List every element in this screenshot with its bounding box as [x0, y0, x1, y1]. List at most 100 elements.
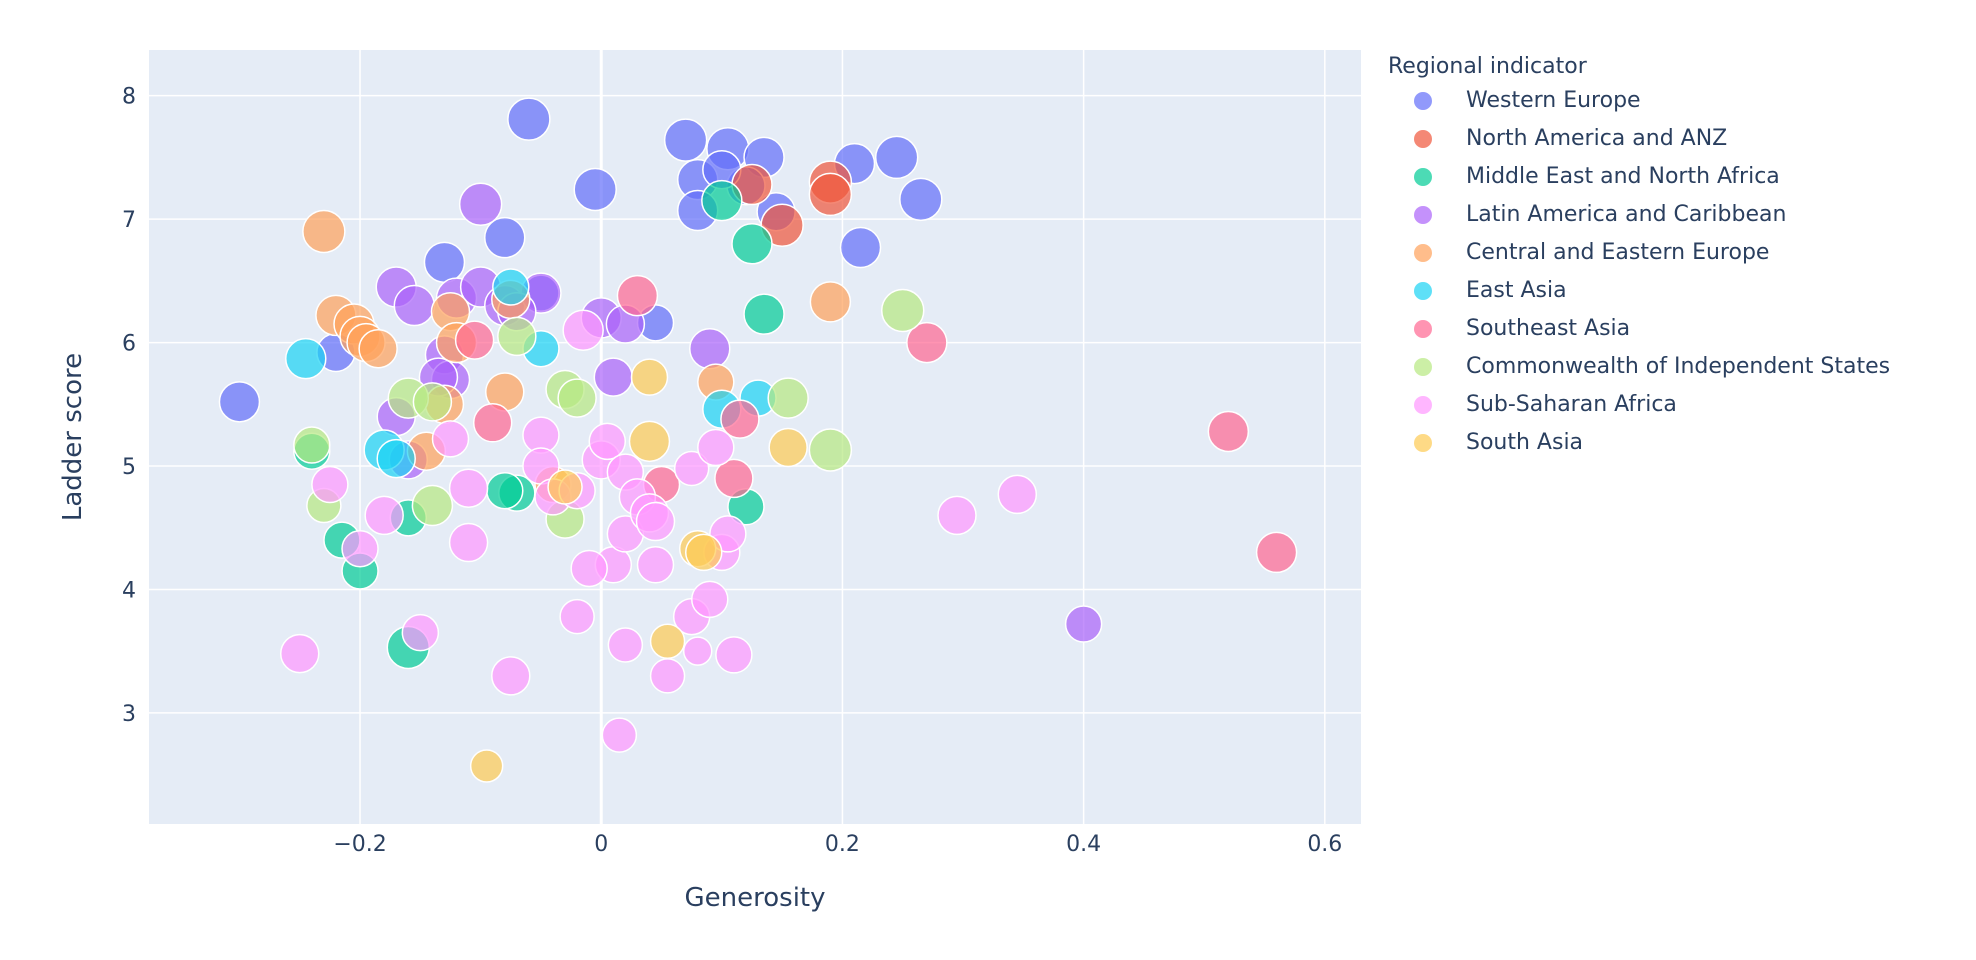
data-point[interactable] [358, 328, 398, 369]
legend-item[interactable]: Commonwealth of Independent States [1388, 348, 1890, 386]
data-point[interactable] [492, 268, 530, 306]
data-point[interactable] [484, 216, 526, 259]
data-point[interactable] [401, 613, 440, 652]
data-point[interactable] [448, 522, 489, 563]
legend-item[interactable]: North America and ANZ [1388, 120, 1890, 158]
data-point[interactable] [486, 471, 524, 510]
legend-item[interactable]: Western Europe [1388, 82, 1890, 120]
data-point[interactable] [697, 428, 735, 467]
legend-label: Western Europe [1466, 88, 1641, 113]
data-point[interactable] [559, 598, 595, 635]
legend-item[interactable]: South Asia [1388, 424, 1890, 462]
data-point[interactable] [393, 284, 436, 327]
data-point[interactable] [649, 658, 686, 694]
x-tick-labels: −0.2 0 0.2 0.4 0.6 [333, 832, 1342, 857]
data-point[interactable] [937, 495, 977, 536]
data-point[interactable] [682, 636, 713, 666]
data-point[interactable] [1207, 410, 1250, 453]
data-point[interactable] [218, 381, 261, 423]
data-point[interactable] [691, 580, 729, 619]
data-point[interactable] [768, 427, 808, 468]
data-point[interactable] [1255, 531, 1298, 574]
data-point[interactable] [279, 633, 320, 674]
legend-label: Commonwealth of Independent States [1466, 354, 1891, 379]
data-point[interactable] [1064, 605, 1103, 643]
data-point[interactable] [458, 182, 503, 227]
legend-label: Southeast Asia [1466, 316, 1631, 341]
data-point[interactable] [906, 321, 948, 364]
data-point[interactable] [684, 533, 723, 572]
data-point[interactable] [649, 623, 686, 660]
data-point[interactable] [588, 422, 627, 461]
legend-label: East Asia [1466, 278, 1567, 303]
data-point[interactable] [899, 177, 943, 222]
y-tick-label: 5 [122, 455, 136, 480]
legend-item[interactable]: Sub-Saharan Africa [1388, 386, 1890, 424]
data-point[interactable] [293, 426, 331, 464]
data-point[interactable] [689, 327, 731, 370]
legend-item[interactable]: Latin America and Caribbean [1388, 196, 1890, 234]
data-point[interactable] [547, 469, 583, 505]
data-point[interactable] [731, 223, 773, 265]
data-point[interactable] [743, 293, 785, 335]
data-point[interactable] [636, 546, 675, 584]
data-point[interactable] [839, 226, 882, 269]
data-point[interactable] [285, 337, 327, 380]
data-point[interactable] [593, 357, 634, 397]
legend-item[interactable]: Middle East and North Africa [1388, 158, 1890, 196]
data-point[interactable] [808, 172, 853, 217]
legend-item[interactable]: East Asia [1388, 272, 1890, 310]
data-point[interactable] [431, 420, 470, 458]
data-point[interactable] [472, 403, 513, 443]
data-point[interactable] [616, 274, 659, 317]
data-point[interactable] [767, 377, 809, 419]
data-point[interactable] [997, 474, 1038, 515]
data-point[interactable] [601, 717, 638, 753]
data-point[interactable] [423, 241, 466, 284]
data-point[interactable] [880, 288, 925, 333]
data-point[interactable] [412, 382, 453, 422]
data-point[interactable] [573, 167, 617, 212]
data-point[interactable] [311, 465, 349, 504]
data-point[interactable] [714, 458, 754, 499]
data-point[interactable] [630, 358, 669, 396]
legend-marker-icon [1414, 168, 1432, 186]
legend-marker-icon [1414, 206, 1432, 224]
data-point[interactable] [448, 468, 489, 508]
data-point[interactable] [701, 179, 743, 222]
series-southeast-asia [454, 274, 1298, 574]
data-point[interactable] [635, 501, 676, 542]
data-point[interactable] [497, 316, 537, 357]
data-point[interactable] [720, 399, 760, 439]
data-points [218, 97, 1298, 783]
data-point[interactable] [628, 420, 671, 463]
data-point[interactable] [557, 378, 597, 418]
data-point[interactable] [411, 484, 454, 527]
data-point[interactable] [507, 97, 551, 141]
data-point[interactable] [607, 627, 644, 663]
data-point[interactable] [302, 209, 346, 254]
data-point[interactable] [454, 320, 495, 360]
data-point[interactable] [364, 495, 404, 536]
legend-items: Western Europe North America and ANZ Middl… [1388, 82, 1890, 462]
legend-item[interactable]: Central and Eastern Europe [1388, 234, 1890, 272]
data-point[interactable] [341, 529, 379, 568]
data-point[interactable] [469, 749, 504, 783]
data-point[interactable] [570, 549, 608, 588]
legend-item[interactable]: Southeast Asia [1388, 310, 1890, 348]
x-tick-label: 0.6 [1307, 832, 1342, 857]
y-tick-labels: 3 4 5 6 7 8 [122, 85, 136, 727]
x-tick-label: 0 [594, 832, 608, 857]
data-point[interactable] [673, 450, 710, 487]
series-north-america-and-anz [731, 160, 853, 248]
data-point[interactable] [491, 656, 531, 696]
data-point[interactable] [808, 428, 853, 472]
data-point[interactable] [874, 135, 919, 180]
data-point[interactable] [562, 309, 604, 351]
data-point[interactable] [715, 636, 753, 674]
data-point[interactable] [663, 118, 708, 162]
data-point[interactable] [809, 281, 852, 323]
legend-label: Sub-Saharan Africa [1466, 392, 1677, 417]
legend-marker-icon [1414, 320, 1432, 338]
data-point[interactable] [376, 438, 416, 479]
